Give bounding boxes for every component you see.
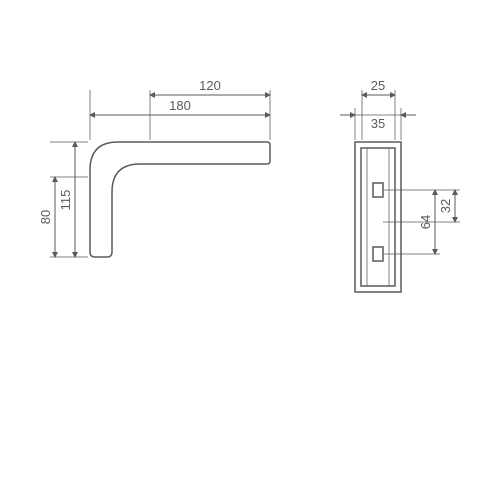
dim-80: 80: [38, 210, 53, 224]
slot-upper: [373, 183, 383, 197]
dim-180: 180: [169, 98, 191, 113]
front-view: 25 35 64 32: [340, 78, 460, 292]
dim-25: 25: [371, 78, 385, 93]
dim-115: 115: [58, 190, 73, 211]
technical-drawing: 120 180 80 115 25: [0, 0, 500, 500]
slot-lower: [373, 247, 383, 261]
side-view: 120 180 80 115: [38, 78, 270, 257]
bracket-outline: [90, 142, 270, 257]
dim-32: 32: [438, 199, 453, 213]
dim-35: 35: [371, 116, 385, 131]
front-outer: [355, 142, 401, 292]
dim-120: 120: [199, 78, 221, 93]
front-inner: [361, 148, 395, 286]
dim-64: 64: [418, 215, 433, 229]
